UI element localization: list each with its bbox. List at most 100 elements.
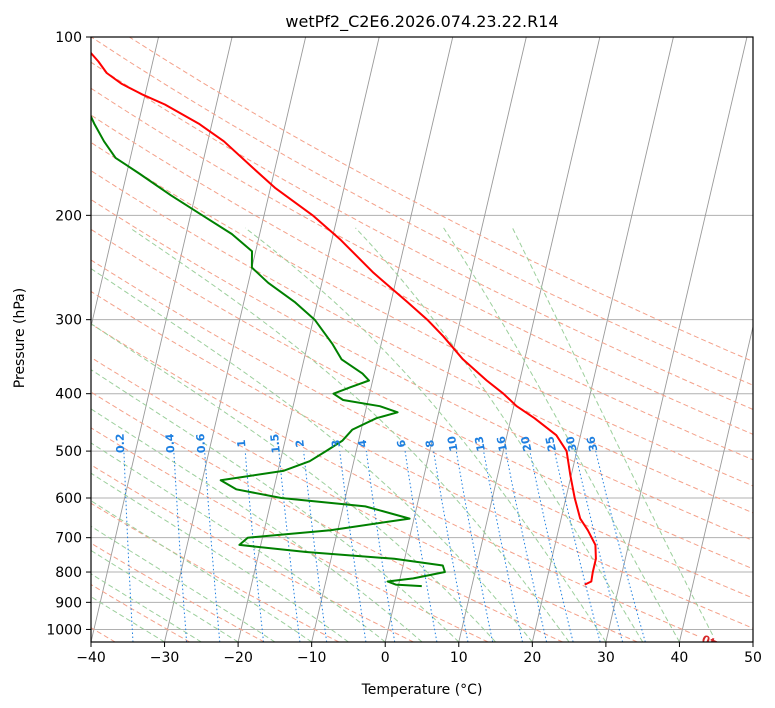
y-axis-ticks: 100 200 300 400 500 600 700 800 900 1000 xyxy=(46,30,91,638)
x-tick-label: −10 xyxy=(297,650,327,666)
dry-adiabat-lines xyxy=(91,37,753,642)
dry-adiabat-60 xyxy=(91,259,753,599)
mixing-ratio-label: 6 xyxy=(395,439,409,449)
chart-title: wetPf2_C2E6.2026.074.23.22.R14 xyxy=(285,12,558,32)
profile-line-1 xyxy=(91,51,597,586)
y-tick-label: 100 xyxy=(55,30,82,46)
dry-adiabat-70 xyxy=(91,228,753,570)
isotherm-50 xyxy=(752,640,753,642)
dry-adiabat-40 xyxy=(91,323,712,642)
mixing-ratio-label: 16 xyxy=(494,435,510,453)
dry-adiabat-140 xyxy=(91,37,753,386)
isobar-gridlines xyxy=(91,37,753,630)
mixing-ratio-line-13 xyxy=(483,451,523,642)
plot-area: 40 0.2 0.4 0.6 1 1.5 2 3 4 6 8 10 13 16 20 25 30 36 xyxy=(0,37,753,649)
dry-adiabat--20 xyxy=(91,542,265,642)
isotherm--20 xyxy=(237,37,380,642)
moist-adiabat--15 xyxy=(91,525,276,642)
x-tick-label: 20 xyxy=(523,650,541,666)
y-tick-label: 600 xyxy=(55,491,82,507)
dry-adiabat--30 xyxy=(91,584,190,642)
y-tick-label: 200 xyxy=(55,208,82,224)
moist-adiabat-35 xyxy=(355,227,644,642)
mixing-ratio-line-36 xyxy=(595,450,646,642)
dry-adiabat-150 xyxy=(129,37,753,363)
mixing-ratio-label: 0.6 xyxy=(194,433,208,454)
moist-adiabat-45 xyxy=(512,227,717,642)
mixing-ratio-label: 30 xyxy=(563,435,579,453)
dry-adiabat-110 xyxy=(91,114,753,461)
dry-adiabat-10 xyxy=(91,427,489,642)
mixing-ratio-label: 3 xyxy=(329,439,343,448)
x-tick-label: 10 xyxy=(450,650,468,666)
x-tick-label: −40 xyxy=(76,650,106,666)
isotherm--50 xyxy=(91,37,159,329)
y-tick-label: 1000 xyxy=(46,622,82,638)
mixing-ratio-line-20 xyxy=(529,451,574,642)
mixing-ratio-line-3 xyxy=(339,451,367,642)
mixing-ratio-label: 0.2 xyxy=(114,433,128,453)
isotherm--30 xyxy=(164,37,307,642)
mixing-ratio-line-30 xyxy=(574,450,624,642)
mixing-ratio-label: 25 xyxy=(543,435,559,453)
moist-adiabat-0 xyxy=(91,442,386,642)
isotherm--10 xyxy=(311,37,454,642)
mixing-ratio-lines xyxy=(123,450,646,642)
moist-adiabat-lines xyxy=(91,227,717,642)
moist-adiabat--10 xyxy=(91,500,312,642)
mixing-ratio-line-0.6 xyxy=(204,451,221,642)
isotherm--70 xyxy=(0,37,11,642)
moist-adiabat-5 xyxy=(91,408,423,642)
isotherm-20 xyxy=(531,37,674,642)
moist-adiabat-30 xyxy=(244,227,607,642)
x-tick-label: 50 xyxy=(744,650,762,666)
x-tick-label: 40 xyxy=(671,650,689,666)
dry-adiabat-80 xyxy=(91,198,753,542)
y-tick-label: 300 xyxy=(55,313,82,329)
y-tick-label: 500 xyxy=(55,444,82,460)
x-tick-label: 0 xyxy=(381,650,390,666)
x-axis-label: Temperature (°C) xyxy=(361,682,483,698)
mixing-ratio-line-16 xyxy=(505,451,548,642)
isotherm--40 xyxy=(91,37,233,642)
profile-line-2 xyxy=(91,114,446,588)
moist-adiabat-10 xyxy=(91,369,460,642)
mixing-ratio-line-1.5 xyxy=(278,451,301,642)
mixing-ratio-line-8 xyxy=(433,451,469,642)
isotherm-0 xyxy=(384,37,527,642)
mixing-ratio-label: 2 xyxy=(293,439,307,448)
guide-line-labels: 40 0.2 0.4 0.6 1 1.5 2 3 4 6 8 10 13 16 20 25 30 36 xyxy=(114,433,723,649)
mixing-ratio-line-0.4 xyxy=(173,451,188,642)
dry-adiabat-120 xyxy=(91,87,753,435)
mixing-ratio-line-2 xyxy=(303,451,328,642)
mixing-ratio-label: 1 xyxy=(235,439,249,448)
dry-adiabat-50 xyxy=(91,290,753,629)
y-tick-label: 800 xyxy=(55,565,82,581)
mixing-ratio-label: 36 xyxy=(584,435,600,453)
dry-adiabat-20 xyxy=(91,391,563,642)
mixing-ratio-line-1 xyxy=(244,451,264,642)
mixing-ratio-label: 13 xyxy=(472,435,488,452)
dry-adiabat-0 xyxy=(91,464,414,642)
plot-frame xyxy=(90,36,754,643)
mixing-ratio-label: 4 xyxy=(356,439,370,449)
mixing-ratio-label: 8 xyxy=(423,439,437,449)
dry-adiabat--10 xyxy=(91,502,340,642)
mixing-ratio-line-25 xyxy=(554,450,601,642)
x-tick-label: −30 xyxy=(150,650,180,666)
mixing-ratio-line-4 xyxy=(365,451,396,642)
moist-adiabat-40 xyxy=(443,227,680,642)
profile-lines xyxy=(91,51,597,588)
x-tick-label: −20 xyxy=(223,650,253,666)
y-tick-label: 700 xyxy=(55,531,82,547)
dry-adiabat-30 xyxy=(91,356,638,642)
isotherm-10 xyxy=(458,37,601,642)
dry-adiabat-label-bg xyxy=(697,631,723,642)
x-axis-ticks: −40 −30 −20 −10 0 10 20 30 40 50 xyxy=(76,642,762,666)
mixing-ratio-label: 10 xyxy=(445,435,460,453)
mixing-ratio-line-10 xyxy=(455,451,494,642)
isotherm-30 xyxy=(605,37,748,642)
dry-adiabat-label: 40 xyxy=(700,631,719,649)
y-axis-label: Pressure (hPa) xyxy=(12,288,28,388)
